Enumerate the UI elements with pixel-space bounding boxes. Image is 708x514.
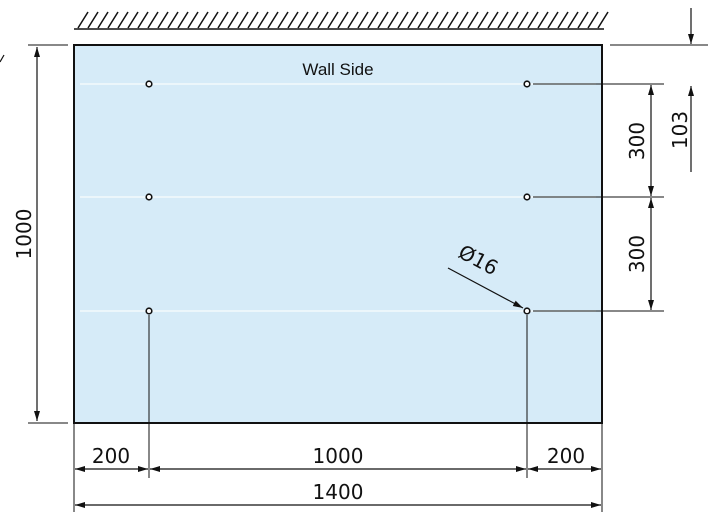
- hatch-mark: [97, 11, 109, 29]
- hatch-mark: [507, 11, 519, 29]
- hatch-mark: [347, 11, 359, 29]
- hatch-mark: [357, 11, 369, 29]
- wall-side-label: Wall Side: [302, 60, 373, 79]
- hatch-mark: [87, 11, 99, 29]
- hatch-mark: [497, 11, 509, 29]
- hatch-mark: [537, 11, 549, 29]
- hatch-mark: [397, 11, 409, 29]
- hatch-mark: [317, 11, 329, 29]
- hatch-mark: [247, 11, 259, 29]
- hatch-mark: [227, 11, 239, 29]
- hatch-mark: [467, 11, 479, 29]
- hatch-mark: [437, 11, 449, 29]
- hatch-mark: [157, 11, 169, 29]
- hatch-mark: [477, 11, 489, 29]
- hatch-mark: [387, 11, 399, 29]
- hatch-mark: [427, 11, 439, 29]
- mounting-holes: [145, 80, 531, 315]
- hatch-mark: [597, 11, 609, 29]
- top-offset-label: 103: [668, 111, 692, 149]
- hatch-mark: [417, 11, 429, 29]
- hatch-mark: [147, 11, 159, 29]
- hatch-mark: [557, 11, 569, 29]
- right-margin-label: 200: [547, 444, 585, 468]
- hole-top-left: [145, 80, 153, 88]
- hole-span-label: 1000: [313, 444, 364, 468]
- hatch-mark: [137, 11, 149, 29]
- glass-panel: [73, 44, 603, 424]
- hatch-mark: [277, 11, 289, 29]
- hatch-mark: [267, 11, 279, 29]
- width-dimension-label: 1400: [313, 480, 364, 504]
- hatch-mark: [587, 11, 599, 29]
- hatch-mark: [337, 11, 349, 29]
- height-dimension-label: 1000: [12, 209, 36, 260]
- row-spacing-1-label: 300: [625, 122, 649, 160]
- hatch-mark: [217, 11, 229, 29]
- hatch-mark: [527, 11, 539, 29]
- hatch-mark: [577, 11, 589, 29]
- hatch-mark: [117, 11, 129, 29]
- hatch-mark: [167, 11, 179, 29]
- hatch-mark: [197, 11, 209, 29]
- hatch-mark: [517, 11, 529, 29]
- hatch-mark: [187, 11, 199, 29]
- hatch-mark: [487, 11, 499, 29]
- hatch-mark: [107, 11, 119, 29]
- hatch-mark: [257, 11, 269, 29]
- hole-top-right: [523, 80, 531, 88]
- hatch-mark: [457, 11, 469, 29]
- panel-reflections: [80, 83, 596, 312]
- row-spacing-2-label: 300: [625, 235, 649, 273]
- hole-bottom-right: [523, 307, 531, 315]
- hatch-mark: [77, 11, 89, 29]
- extension-lines: [28, 44, 708, 512]
- hatch-mark: [547, 11, 559, 29]
- hatch-mark: [377, 11, 389, 29]
- hole-middle-left: [145, 193, 153, 201]
- hatch-mark: [367, 11, 379, 29]
- hatch-mark: [407, 11, 419, 29]
- hatch-mark: [237, 11, 249, 29]
- hatch-mark: [177, 11, 189, 29]
- hatch-mark: [567, 11, 579, 29]
- hatch-mark: [207, 11, 219, 29]
- hole-middle-right: [523, 193, 531, 201]
- hole-diameter-leader: [447, 267, 524, 309]
- hatch-mark: [127, 11, 139, 29]
- corner-leader-mark: [0, 54, 5, 63]
- hole-bottom-left: [145, 307, 153, 315]
- hatch-mark: [447, 11, 459, 29]
- left-margin-label: 200: [92, 444, 130, 468]
- wall-hatching: [74, 11, 609, 30]
- hatch-mark: [327, 11, 339, 29]
- hatch-mark: [307, 11, 319, 29]
- hatch-mark: [287, 11, 299, 29]
- hatch-mark: [297, 11, 309, 29]
